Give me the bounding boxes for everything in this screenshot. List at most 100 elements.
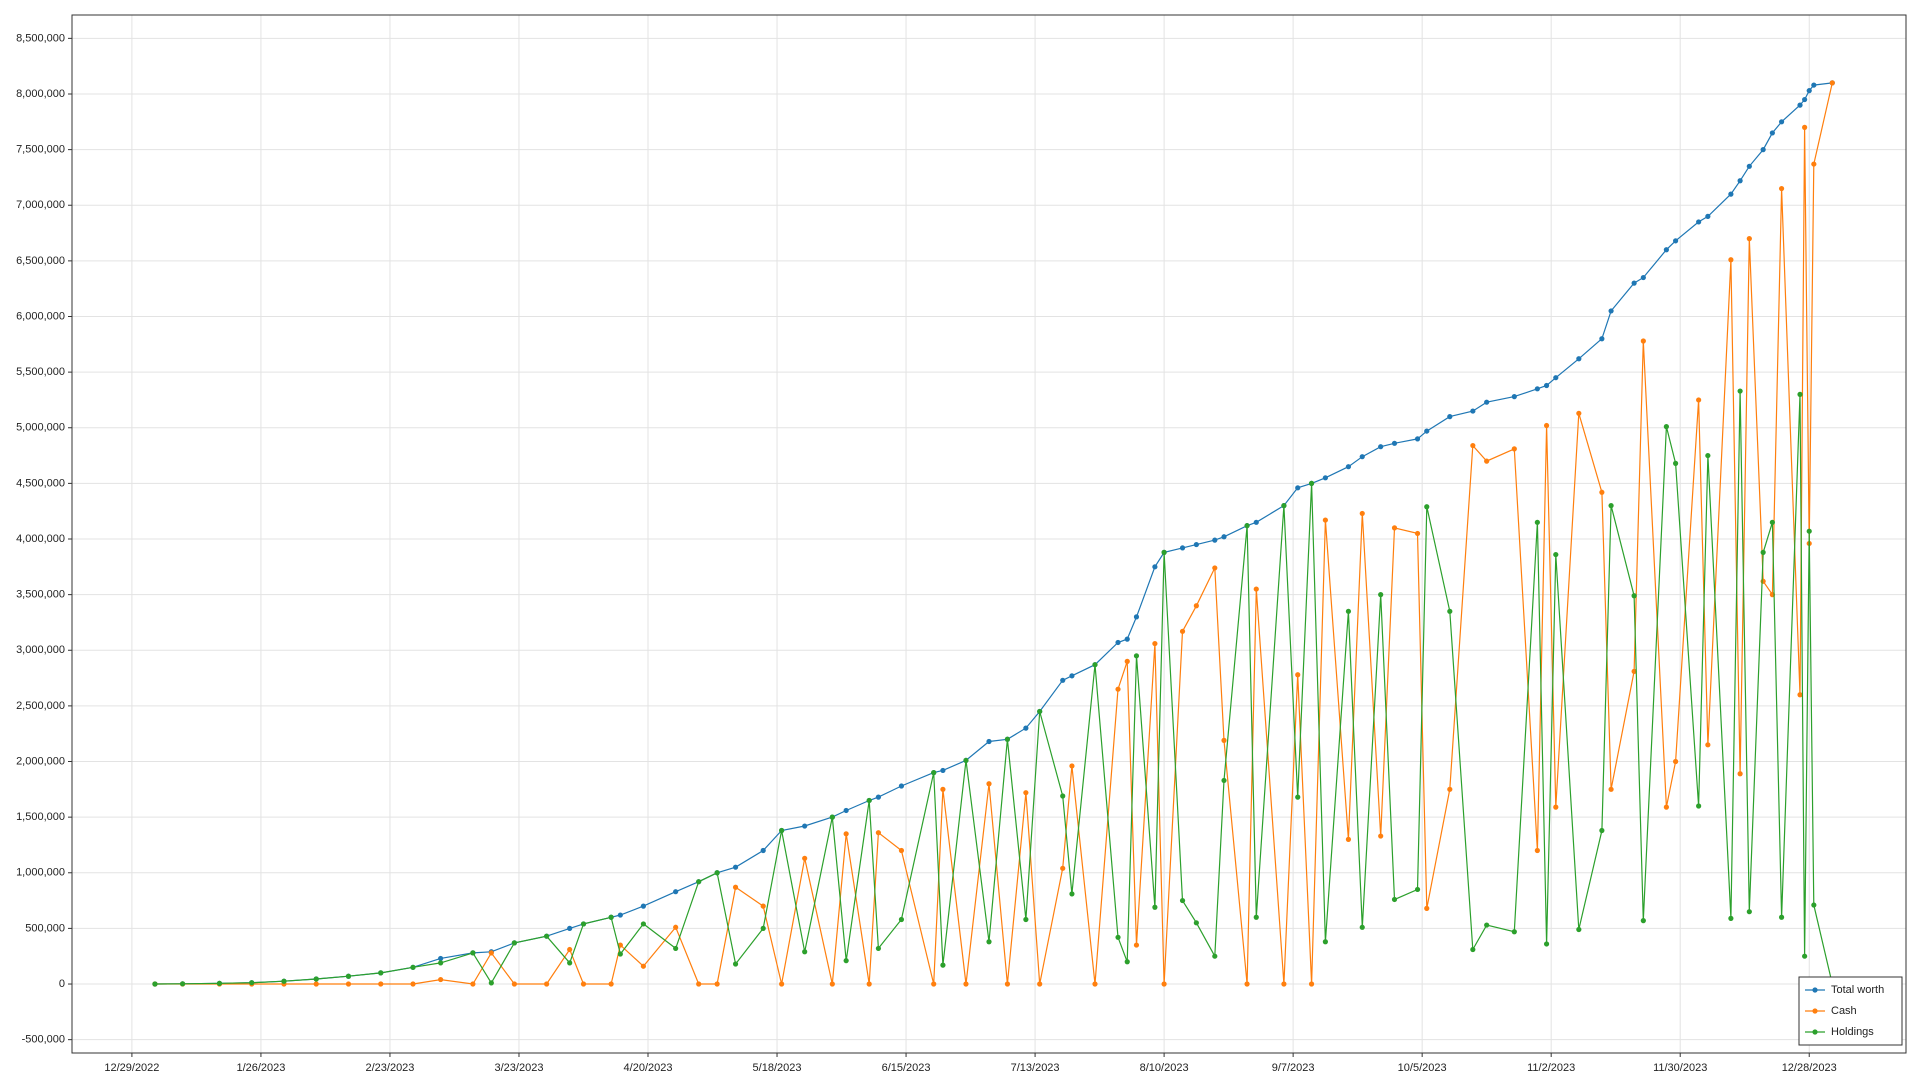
point [1092, 981, 1098, 987]
point [1705, 452, 1711, 459]
point [470, 950, 476, 956]
point [1631, 668, 1637, 674]
point [1124, 959, 1130, 965]
x-tick-label: 10/5/2023 [1398, 1062, 1447, 1074]
point [1115, 686, 1121, 692]
y-tick-label: 1,500,000 [16, 811, 65, 823]
point [940, 962, 946, 968]
point [1378, 592, 1384, 598]
point [1295, 672, 1301, 678]
y-tick-label: 2,500,000 [16, 700, 65, 712]
x-tick-label: 7/13/2023 [1011, 1062, 1060, 1074]
point [580, 921, 587, 927]
legend-label: Total worth [1831, 984, 1884, 996]
point [1152, 564, 1158, 570]
point [1802, 96, 1808, 103]
point [1152, 904, 1158, 910]
legend-marker [1812, 1008, 1818, 1014]
point [1023, 725, 1029, 731]
point [1179, 897, 1186, 904]
point [1424, 428, 1430, 434]
point [1576, 356, 1582, 362]
point [1345, 464, 1352, 470]
legend-marker [1812, 987, 1818, 993]
point [1511, 394, 1517, 400]
point [410, 964, 416, 970]
point [866, 981, 872, 987]
point [1778, 914, 1785, 920]
point [866, 797, 872, 804]
point [1746, 236, 1752, 242]
point [617, 951, 623, 957]
point [1737, 388, 1743, 394]
point [1672, 460, 1679, 466]
point [1728, 191, 1734, 197]
point [1608, 503, 1614, 509]
y-tick-label: 5,000,000 [16, 422, 65, 434]
series-line [154, 390, 1833, 985]
x-tick-label: 5/18/2023 [753, 1062, 802, 1074]
point [1295, 485, 1301, 491]
point [1470, 946, 1476, 953]
point [1553, 551, 1559, 558]
point [875, 945, 882, 952]
point [640, 903, 646, 909]
point [1599, 336, 1605, 342]
x-tick-label: 9/7/2023 [1272, 1062, 1315, 1074]
point [1023, 916, 1029, 923]
legend-label: Cash [1831, 1005, 1857, 1017]
point [608, 981, 614, 987]
point [1543, 941, 1550, 947]
point [1295, 794, 1301, 800]
point [1115, 639, 1121, 646]
point [673, 924, 679, 930]
y-tick-label: 5,500,000 [16, 366, 65, 378]
point [640, 963, 646, 969]
point [1696, 803, 1702, 809]
point [1806, 528, 1812, 534]
point [1212, 537, 1218, 543]
point [1345, 836, 1352, 842]
point [1672, 758, 1679, 765]
point [1253, 519, 1259, 525]
point [1778, 119, 1785, 125]
point [1221, 777, 1227, 784]
point [963, 981, 969, 987]
point [1322, 939, 1328, 945]
point [1378, 444, 1384, 450]
point [1663, 804, 1669, 810]
point [1576, 926, 1582, 933]
point [1608, 786, 1614, 792]
point [1152, 640, 1158, 647]
point [779, 827, 785, 834]
x-tick-label: 6/15/2023 [882, 1062, 931, 1074]
point [1037, 708, 1043, 715]
point [1414, 436, 1421, 442]
point [1576, 410, 1582, 416]
y-tick-label: 3,500,000 [16, 589, 65, 601]
point [1023, 790, 1029, 796]
point [378, 981, 384, 987]
y-tick-label: 3,000,000 [16, 644, 65, 656]
point [760, 847, 766, 854]
point [1281, 503, 1287, 509]
point [1470, 408, 1476, 414]
point [1631, 280, 1637, 286]
point [1829, 80, 1835, 86]
point [1769, 519, 1775, 525]
x-tick-label: 12/29/2022 [104, 1062, 159, 1074]
y-tick-label: 8,000,000 [16, 88, 65, 100]
point [345, 973, 352, 979]
point [1534, 386, 1540, 392]
point [488, 980, 494, 986]
point [1811, 82, 1817, 88]
point [1447, 608, 1453, 614]
x-tick-label: 2/23/2023 [365, 1062, 414, 1074]
point [1060, 865, 1066, 871]
point [1221, 534, 1227, 540]
series [152, 388, 1835, 987]
point [986, 738, 992, 745]
point [986, 939, 992, 945]
point [640, 921, 646, 927]
